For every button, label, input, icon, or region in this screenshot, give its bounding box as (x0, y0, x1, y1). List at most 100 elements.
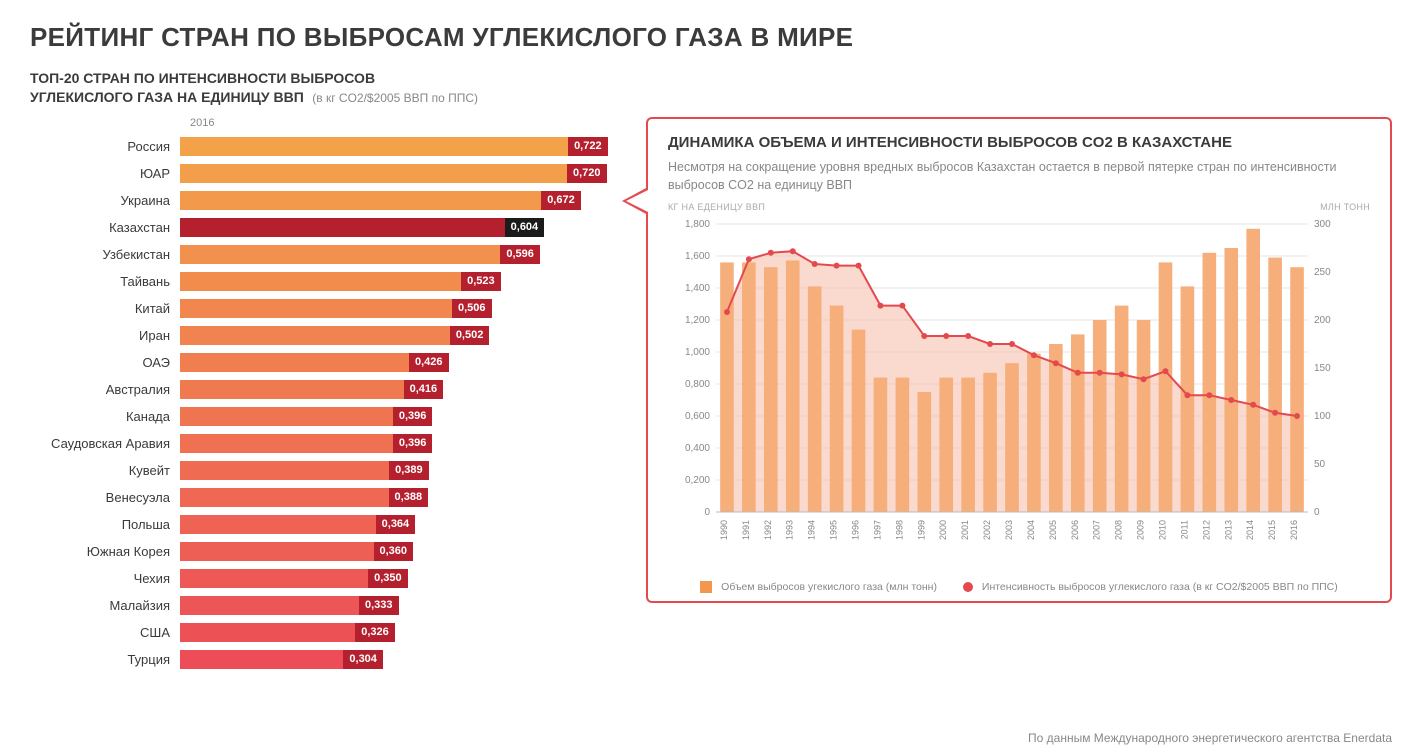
bar-label: ОАЭ (30, 355, 180, 370)
bar-row: Чехия0,350 (30, 567, 620, 590)
bar-row: Украина 0,672 (30, 189, 620, 212)
subtitle: ТОП-20 СТРАН ПО ИНТЕНСИВНОСТИ ВЫБРОСОВ У… (30, 69, 1392, 107)
chart-legend: Объем выбросов угекислого газа (млн тонн… (668, 581, 1370, 593)
bar-row: Малайзия0,333 (30, 594, 620, 617)
bar-value: 0,416 (404, 380, 444, 399)
panel-desc: Несмотря на сокращение уровня вредных вы… (668, 159, 1370, 194)
bar-fill (180, 299, 452, 318)
left-axis-label: КГ НА ЕДЕНИЦУ ВВП (668, 202, 765, 212)
detail-panel: ДИНАМИКА ОБЪЕМА И ИНТЕНСИВНОСТИ ВЫБРОСОВ… (646, 117, 1392, 603)
bar-fill (180, 650, 343, 669)
bar-label: ЮАР (30, 166, 180, 181)
legend-line: Интенсивность выбросов углекислого газа … (963, 581, 1338, 593)
bar-track: 0,304 (180, 650, 610, 669)
bar-label: США (30, 625, 180, 640)
svg-text:2011: 2011 (1179, 520, 1189, 539)
bar-fill (180, 191, 541, 210)
bar-row: США 0,326 (30, 621, 620, 644)
svg-text:1995: 1995 (829, 520, 839, 540)
bar-row: Турция0,304 (30, 648, 620, 671)
bar-value: 0,604 (505, 218, 545, 237)
bar-row: Китай 0,506 (30, 297, 620, 320)
svg-text:0,800: 0,800 (685, 379, 710, 390)
svg-text:2013: 2013 (1223, 520, 1233, 540)
svg-text:1990: 1990 (719, 520, 729, 540)
bar-track: 0,388 (180, 488, 610, 507)
bar-row: Южная Корея 0,360 (30, 540, 620, 563)
bar-value: 0,596 (500, 245, 540, 264)
svg-text:2012: 2012 (1201, 520, 1211, 540)
bar-label: Украина (30, 193, 180, 208)
subtitle-line2: УГЛЕКИСЛОГО ГАЗА НА ЕДИНИЦУ ВВП (30, 89, 304, 105)
bar-value: 0,722 (568, 137, 608, 156)
bar-label: Казахстан (30, 220, 180, 235)
svg-text:1998: 1998 (894, 520, 904, 540)
svg-text:2008: 2008 (1114, 520, 1124, 540)
svg-text:2015: 2015 (1267, 520, 1277, 540)
svg-text:1,400: 1,400 (685, 283, 710, 294)
bar-label: Кувейт (30, 463, 180, 478)
footer-source: По данным Международного энергетического… (1028, 731, 1392, 745)
svg-text:2002: 2002 (982, 520, 992, 540)
combo-chart-svg: 00,2000,4000,6000,8001,0001,2001,4001,60… (668, 212, 1348, 572)
bar-value: 0,720 (567, 164, 607, 183)
svg-text:50: 50 (1314, 459, 1326, 470)
page-title: РЕЙТИНГ СТРАН ПО ВЫБРОСАМ УГЛЕКИСЛОГО ГА… (30, 22, 1392, 53)
bar-row: ОАЭ 0,426 (30, 351, 620, 374)
bar-row: Австралия0,416 (30, 378, 620, 401)
bar-fill (180, 596, 359, 615)
bar-fill (180, 542, 374, 561)
svg-text:1,200: 1,200 (685, 315, 710, 326)
bar-track: 0,416 (180, 380, 610, 399)
bar-value: 0,396 (393, 434, 433, 453)
bar-fill (180, 326, 450, 345)
bar-value: 0,502 (450, 326, 490, 345)
bar-value: 0,506 (452, 299, 492, 318)
bar-value: 0,360 (374, 542, 414, 561)
svg-text:2000: 2000 (938, 520, 948, 540)
bar-value: 0,304 (343, 650, 383, 669)
bar-track: 0,720 (180, 164, 610, 183)
bar-row: ЮАР 0,720 (30, 162, 620, 185)
bar-fill (180, 164, 567, 183)
bar-fill (180, 488, 389, 507)
bar-label: Китай (30, 301, 180, 316)
bar-value: 0,672 (541, 191, 581, 210)
bar-fill (180, 434, 393, 453)
bar-label: Южная Корея (30, 544, 180, 559)
bar-track: 0,426 (180, 353, 610, 372)
bar-track: 0,672 (180, 191, 610, 210)
legend-bars-swatch (700, 581, 712, 593)
svg-text:2001: 2001 (960, 520, 970, 540)
bar-track: 0,604 (180, 218, 610, 237)
svg-text:300: 300 (1314, 219, 1331, 230)
bar-fill (180, 515, 376, 534)
svg-text:2014: 2014 (1245, 520, 1255, 540)
svg-text:1,600: 1,600 (685, 251, 710, 262)
panel-title: ДИНАМИКА ОБЪЕМА И ИНТЕНСИВНОСТИ ВЫБРОСОВ… (668, 133, 1370, 153)
svg-text:2016: 2016 (1289, 520, 1299, 540)
bar-label: Тайвань (30, 274, 180, 289)
bar-row: Узбекистан0,596 (30, 243, 620, 266)
bar-label: Саудовская Аравия (30, 436, 180, 451)
bar-fill (180, 137, 568, 156)
bar-value: 0,333 (359, 596, 399, 615)
svg-text:200: 200 (1314, 315, 1331, 326)
bar-value: 0,523 (461, 272, 501, 291)
legend-bars: Объем выбросов угекислого газа (млн тонн… (700, 581, 937, 593)
bar-row: Иран0,502 (30, 324, 620, 347)
svg-text:0,600: 0,600 (685, 411, 710, 422)
svg-text:100: 100 (1314, 411, 1331, 422)
bar-value: 0,364 (376, 515, 416, 534)
svg-text:2010: 2010 (1157, 520, 1167, 540)
bar-label: Венесуэла (30, 490, 180, 505)
svg-text:1992: 1992 (763, 520, 773, 540)
bar-track: 0,506 (180, 299, 610, 318)
svg-text:1997: 1997 (872, 520, 882, 540)
bar-value: 0,326 (355, 623, 395, 642)
bar-track: 0,333 (180, 596, 610, 615)
callout-pointer-inner (626, 189, 650, 213)
bar-fill (180, 380, 404, 399)
bar-value: 0,426 (409, 353, 449, 372)
bar-track: 0,360 (180, 542, 610, 561)
